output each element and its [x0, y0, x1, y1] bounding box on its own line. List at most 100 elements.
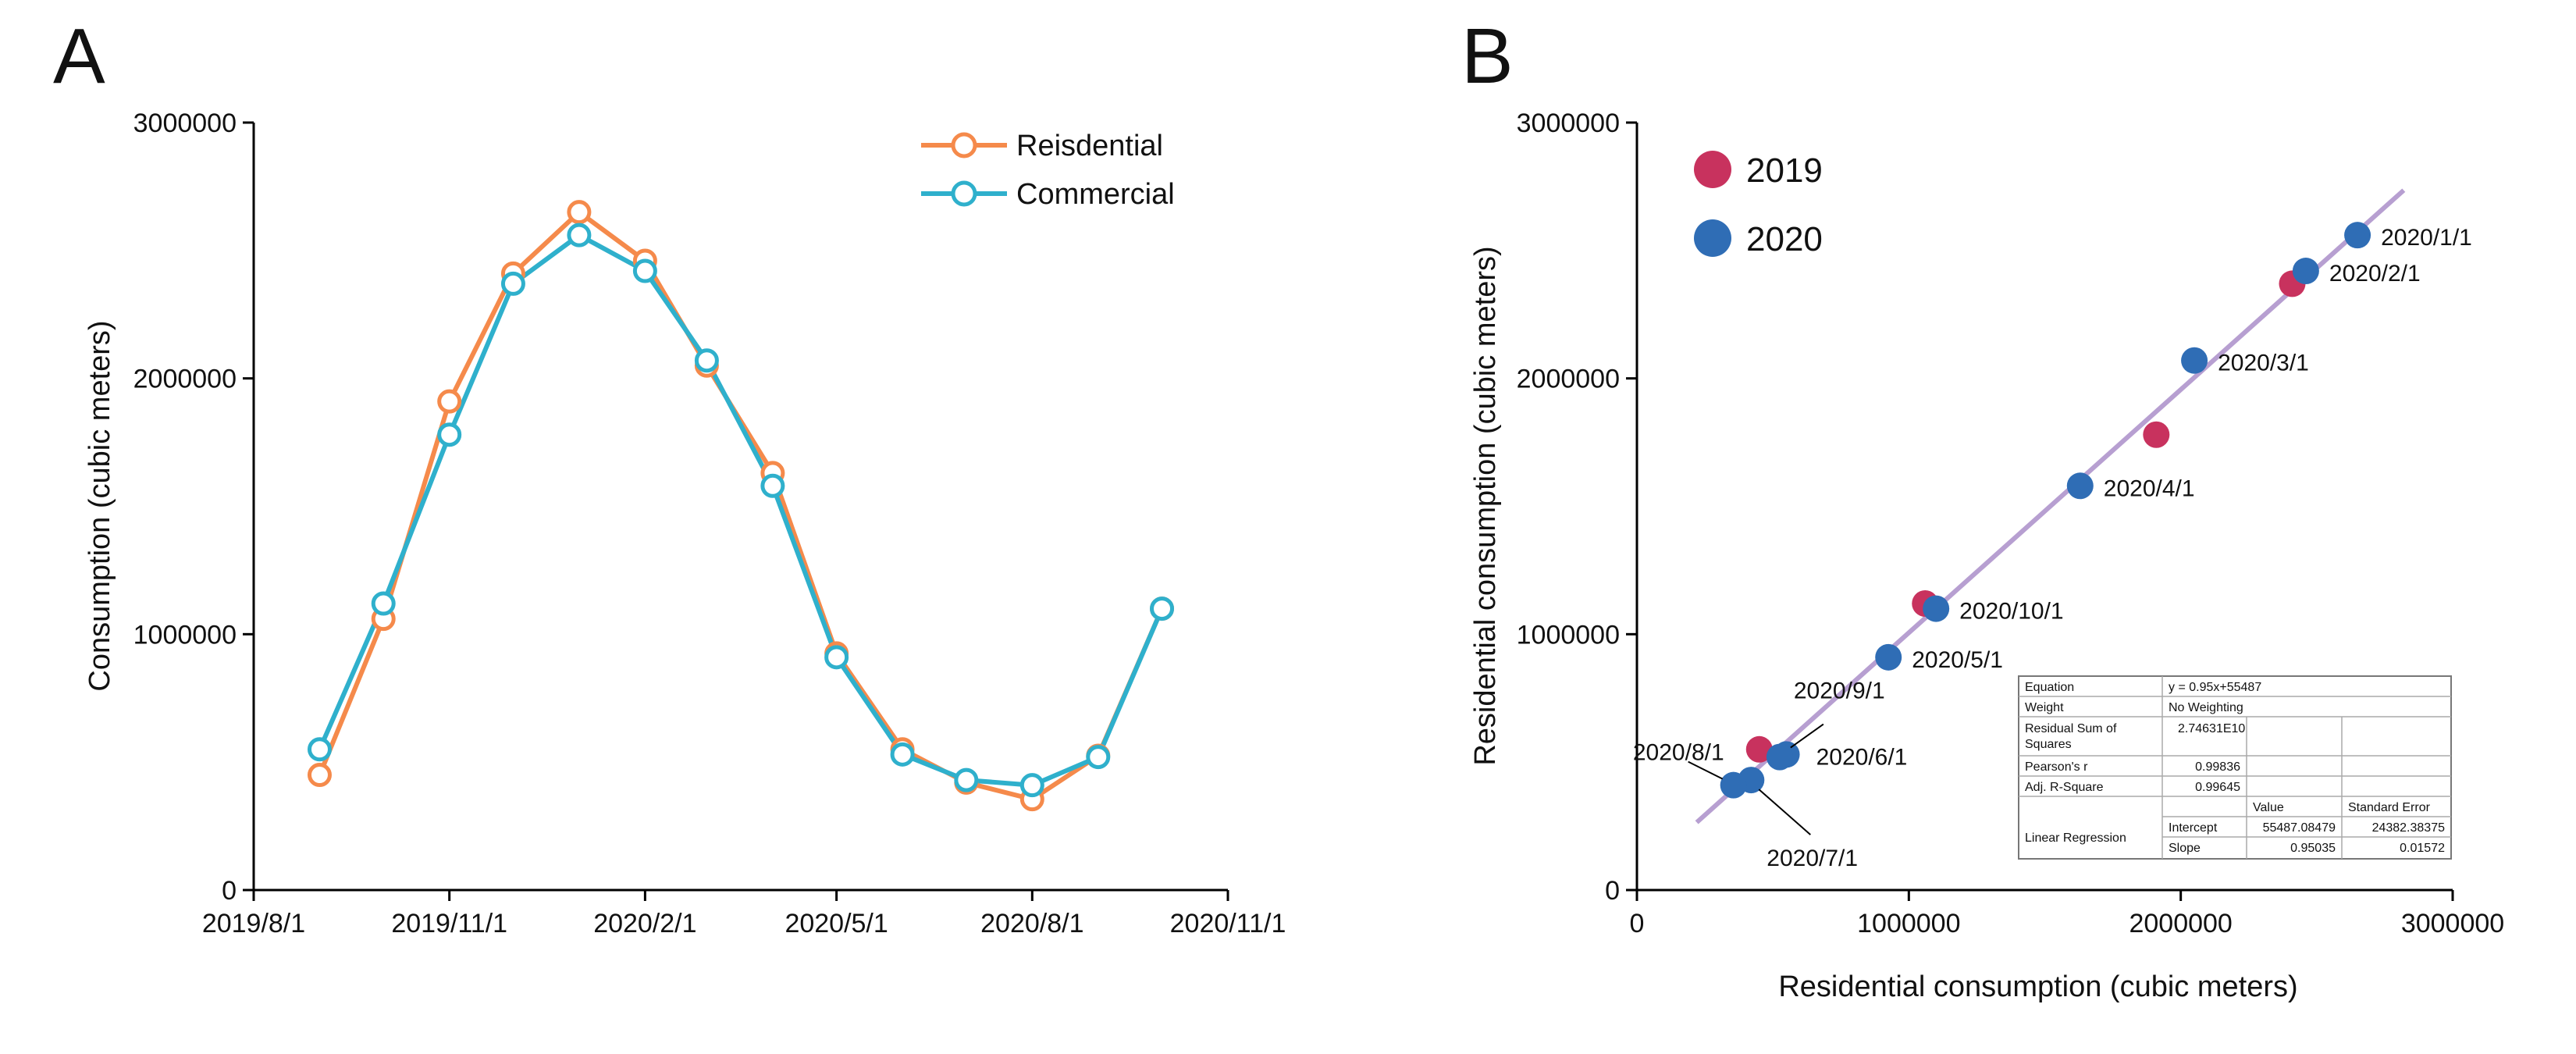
panel-b-point-2020: [1720, 772, 1747, 799]
stats-equation-label: Equation: [2025, 681, 2074, 694]
panel-b-point-2020: [2181, 347, 2208, 374]
panel-b-y-tick-label: 3000000: [1517, 109, 1620, 138]
panel-a-point-commercial: [635, 261, 655, 281]
panel-a-series-line-residential: [320, 212, 1162, 799]
panel-a-point-commercial: [1088, 747, 1108, 767]
panel-b-point-label: 2020/8/1: [1633, 740, 1724, 766]
stats-adjr-value: 0.99645: [2195, 781, 2240, 794]
regression-stats-table: Equation y = 0.95x+55487 Weight No Weigh…: [2019, 676, 2451, 859]
panel-b-point-label: 2020/4/1: [2104, 475, 2195, 501]
stats-pearson-value: 0.99836: [2195, 760, 2240, 774]
legend-2019-label: 2019: [1746, 151, 1823, 190]
panel-b-x-tick-label: 0: [1630, 909, 1645, 938]
panel-b-legend: 2019 2020: [1694, 151, 1823, 258]
panel-a-x-tick-label: 2020/5/1: [785, 909, 888, 938]
panel-a-y-tick-label: 3000000: [133, 109, 237, 138]
panel-b-point-label: 2020/5/1: [1912, 647, 2003, 673]
panel-a-x-tick-label: 2019/8/1: [202, 909, 305, 938]
panel-b-scatter-chart: 0 1000000 2000000 3000000 0 1000000 2000000 30…: [1469, 109, 2504, 1003]
legend-2019-marker: [1694, 151, 1731, 188]
panel-a-point-commercial: [373, 593, 393, 614]
stats-adjr-label: Adj. R-Square: [2025, 781, 2104, 794]
panel-b-letter: B: [1461, 12, 1514, 100]
stats-weight-value: No Weighting: [2169, 701, 2243, 714]
panel-a-point-commercial: [827, 647, 847, 668]
stats-rss-value: 2.74631E10: [2178, 722, 2245, 735]
panel-a-point-commercial: [956, 770, 977, 790]
panel-a-y-tick-label: 1000000: [133, 620, 237, 650]
panel-a-x-tick-label: 2020/8/1: [980, 909, 1083, 938]
legend-residential-label: Reisdential: [1016, 130, 1163, 162]
stats-linreg-label: Linear Regression: [2025, 831, 2126, 845]
panel-b-point-2020: [2067, 472, 2094, 499]
stats-rss-label-1: Residual Sum of: [2025, 722, 2117, 735]
panel-b-point-label: 2020/6/1: [1816, 744, 1908, 770]
panel-a-point-commercial: [503, 273, 523, 294]
panel-b-y-tick-label: 0: [1605, 876, 1620, 906]
stats-slope-se: 0.01572: [2400, 842, 2445, 855]
panel-b-point-label: 2020/7/1: [1767, 846, 1858, 871]
panel-a-x-tick-label: 2020/11/1: [1170, 909, 1286, 938]
legend-residential-marker: [953, 134, 975, 156]
panel-b-point-label: 2020/2/1: [2329, 261, 2421, 287]
panel-b-x-tick-label: 1000000: [1857, 909, 1960, 938]
panel-b-x-tick-label: 2000000: [2129, 909, 2232, 938]
stats-weight-label: Weight: [2025, 701, 2064, 714]
panel-a-point-residential: [439, 391, 460, 411]
panel-a-point-commercial: [1022, 775, 1042, 796]
panel-a-y-ticks: 0 1000000 2000000 3000000: [133, 109, 254, 906]
panel-b-point-2020: [2344, 222, 2371, 248]
stats-slope-label: Slope: [2169, 842, 2201, 855]
panel-a-y-axis-label: Consumption (cubic meters): [84, 320, 116, 691]
panel-b-point-label-leader: [1759, 789, 1810, 835]
panel-a-x-ticks: 2019/8/1 2019/11/1 2020/2/1 2020/5/1 2020/8/…: [202, 890, 1286, 938]
panel-b-y-tick-label: 2000000: [1517, 365, 1620, 394]
stats-intercept-label: Intercept: [2169, 821, 2218, 835]
panel-b-y-ticks: 0 1000000 2000000 3000000: [1517, 109, 1637, 906]
panel-b-point-label: 2020/1/1: [2381, 225, 2472, 251]
panel-a-x-tick-label: 2019/11/1: [391, 909, 507, 938]
panel-a-point-commercial: [1152, 599, 1172, 619]
panel-b-x-ticks: 0 1000000 2000000 3000000: [1630, 890, 2505, 938]
panel-b-point-2020: [1875, 644, 1902, 671]
panel-a-point-commercial: [309, 739, 329, 760]
stats-intercept-value: 55487.08479: [2263, 821, 2336, 835]
panel-b-y-tick-label: 1000000: [1517, 620, 1620, 650]
panel-b-point-2020: [1767, 744, 1793, 771]
legend-commercial-marker: [953, 183, 975, 205]
legend-2020-label: 2020: [1746, 220, 1823, 258]
panel-b-x-tick-label: 3000000: [2401, 909, 2504, 938]
panel-b-x-axis-label: Residential consumption (cubic meters): [1778, 970, 2297, 1003]
panel-a-point-commercial: [763, 475, 783, 496]
panel-a-point-commercial: [892, 744, 913, 764]
panel-b-point-label: 2020/10/1: [1959, 599, 2063, 625]
panel-a-point-residential: [569, 202, 589, 223]
panel-b-point-label: 2020/9/1: [1794, 678, 1885, 704]
panel-a-point-commercial: [439, 425, 460, 445]
panel-a-x-tick-label: 2020/2/1: [593, 909, 696, 938]
panel-a-line-chart: 0 1000000 2000000 3000000 2019/8/1 2019/11/1…: [84, 109, 1286, 938]
panel-a-y-tick-label: 0: [222, 876, 237, 906]
panel-a-legend: Reisdential Commercial: [921, 130, 1175, 211]
panel-b-point-2019: [2143, 422, 2169, 448]
panel-a-letter: A: [53, 12, 105, 100]
panel-a-point-commercial: [569, 225, 589, 245]
stats-equation-value: y = 0.95x+55487: [2169, 681, 2261, 694]
panel-b-point-2020: [1923, 596, 1949, 622]
panel-b-point-2020: [2293, 258, 2319, 284]
legend-2020-marker: [1694, 219, 1731, 257]
stats-pearson-label: Pearson's r: [2025, 760, 2088, 774]
stats-stderr-header: Standard Error: [2348, 801, 2431, 814]
stats-intercept-se: 24382.38375: [2372, 821, 2446, 835]
panel-a-point-residential: [309, 765, 329, 785]
stats-slope-value: 0.95035: [2290, 842, 2336, 855]
stats-rss-label-2: Squares: [2025, 738, 2072, 751]
legend-commercial-label: Commercial: [1016, 178, 1175, 211]
panel-a-series: [309, 202, 1172, 810]
panel-a-y-tick-label: 2000000: [133, 365, 237, 394]
panel-a-point-commercial: [696, 351, 717, 371]
panel-a-series-line-commercial: [320, 235, 1162, 785]
panel-b-point-label: 2020/3/1: [2218, 351, 2309, 376]
stats-value-header: Value: [2253, 801, 2284, 814]
